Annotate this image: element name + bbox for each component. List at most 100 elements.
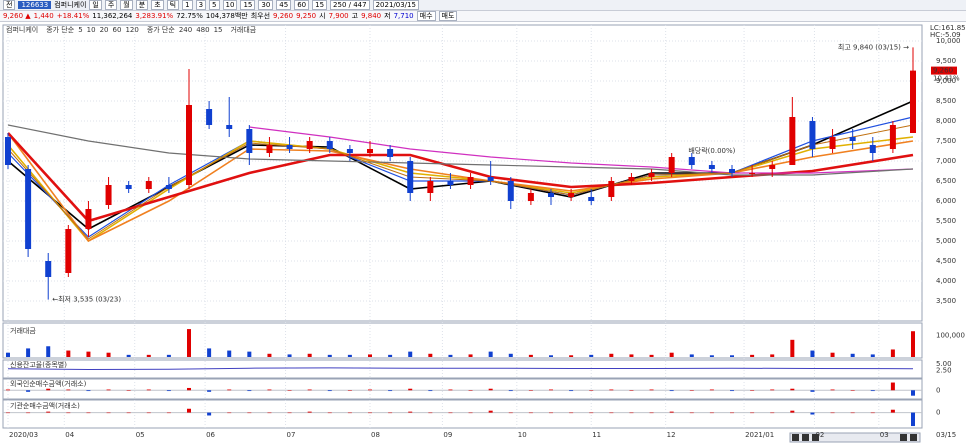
quote-item: 9,840 (361, 12, 382, 20)
bar (549, 355, 553, 357)
bar (368, 354, 372, 357)
candle-body (326, 141, 333, 149)
scroll-button[interactable] (792, 434, 799, 441)
bar (388, 390, 393, 392)
x-tick-label: 10 (518, 431, 527, 439)
bar (810, 350, 815, 357)
quote-item: 최우선 (250, 12, 271, 20)
candle-body (568, 193, 575, 197)
bar (790, 410, 795, 413)
quote-item: 9,260 ▲ (3, 12, 31, 20)
legend-group: 종가 단순 (46, 25, 75, 34)
toolbar-button[interactable]: 15 (312, 0, 328, 10)
chart: 3,500 4,000 4,500 5,000 5,500 6,000 6,500 7,000… (0, 22, 966, 443)
toolbar-button[interactable]: 5 (209, 0, 220, 10)
toolbar-button[interactable]: 15 (240, 0, 256, 10)
candle-body (869, 145, 876, 153)
toolbar-button[interactable]: 분 (135, 0, 149, 10)
stock-code[interactable]: 126633 (18, 1, 52, 9)
bar (126, 354, 131, 357)
toolbar-button[interactable]: 45 (276, 0, 292, 10)
bar (327, 412, 332, 414)
bar (830, 412, 835, 414)
bar (347, 412, 352, 414)
zoom-button[interactable] (910, 434, 917, 441)
bar (528, 354, 533, 357)
toolbar-button[interactable]: 30 (258, 0, 274, 10)
bar (589, 412, 594, 414)
bar (187, 408, 191, 413)
candle-body (809, 121, 816, 149)
order-button[interactable]: 매도 (438, 11, 458, 21)
bar (66, 412, 71, 414)
toolbar-button[interactable]: 10 (222, 0, 238, 10)
quote-item: 7,710 (393, 12, 414, 20)
bar (126, 412, 131, 414)
candle-body (5, 137, 11, 165)
candle-body (608, 181, 615, 197)
bar (106, 389, 111, 391)
quote-item: 7,900 (328, 12, 349, 20)
toolbar-button[interactable]: 1 (182, 0, 193, 10)
bar (66, 350, 71, 357)
toolbar-button[interactable]: 3 (195, 0, 207, 10)
candle-body (527, 193, 534, 201)
x-tick-label: 2021/01 (745, 431, 774, 439)
candle-body (628, 177, 635, 181)
candle-body (910, 70, 916, 133)
bar (830, 389, 835, 391)
toolbar-button[interactable]: 초 (151, 0, 164, 10)
toolbar-button[interactable]: 2021/03/15 (372, 0, 419, 10)
toolbar-button[interactable]: 주 (104, 0, 118, 10)
bar (388, 354, 393, 357)
candle-body (367, 149, 373, 153)
candle-body (889, 125, 896, 149)
bar (227, 389, 232, 391)
candle-body (427, 181, 434, 193)
x-tick-label: 04 (65, 431, 74, 439)
order-button[interactable]: 매수 (416, 11, 436, 21)
bar (448, 354, 453, 357)
bar (508, 412, 513, 414)
bar (569, 412, 574, 414)
bar (187, 387, 191, 391)
x-tick-label: 05 (136, 431, 145, 439)
volume-panel (2, 322, 923, 359)
x-tick-label: 12 (667, 431, 676, 439)
toolbar-button[interactable]: 틱 (166, 0, 180, 10)
toolbar-button[interactable]: 250 / 447 (330, 0, 370, 10)
bar (187, 329, 191, 357)
candle-body (447, 181, 454, 185)
y-tick-label: 7,500 (936, 137, 956, 145)
bar (669, 352, 674, 357)
y-tick-label: 4,500 (936, 257, 956, 265)
bar (609, 389, 614, 391)
y-tick-label: 10,000 (936, 37, 961, 45)
candle-body (648, 173, 655, 177)
panel-title: 외국인순매수금액(거래소) (10, 379, 87, 388)
scroll-button[interactable] (802, 434, 809, 441)
y-tick-label: 9,000 (936, 77, 956, 85)
toolbar-button[interactable]: 전 (3, 0, 16, 10)
last-change-label: 10.41% (933, 75, 960, 83)
bar (448, 412, 453, 414)
scroll-button[interactable] (812, 434, 819, 441)
bar (870, 354, 875, 357)
bar (146, 389, 151, 391)
bar (870, 390, 875, 392)
toolbar-button[interactable]: 60 (294, 0, 310, 10)
y-tick-label: 0 (936, 386, 940, 394)
scrollbar[interactable] (789, 432, 921, 443)
bar (86, 351, 91, 357)
toolbar-button[interactable]: 월 (120, 0, 133, 10)
toolbar-button[interactable]: 일 (89, 0, 102, 10)
quote-item: 고 (351, 12, 359, 20)
zoom-button[interactable] (900, 434, 907, 441)
candle-body (306, 141, 313, 149)
last-price-label: 9,260 (933, 67, 953, 75)
bar (468, 412, 473, 414)
bar (911, 331, 915, 357)
legend-item: 120 (125, 26, 138, 34)
y-tick-label: 6,500 (936, 177, 956, 185)
y-tick-label: 6,000 (936, 197, 956, 205)
